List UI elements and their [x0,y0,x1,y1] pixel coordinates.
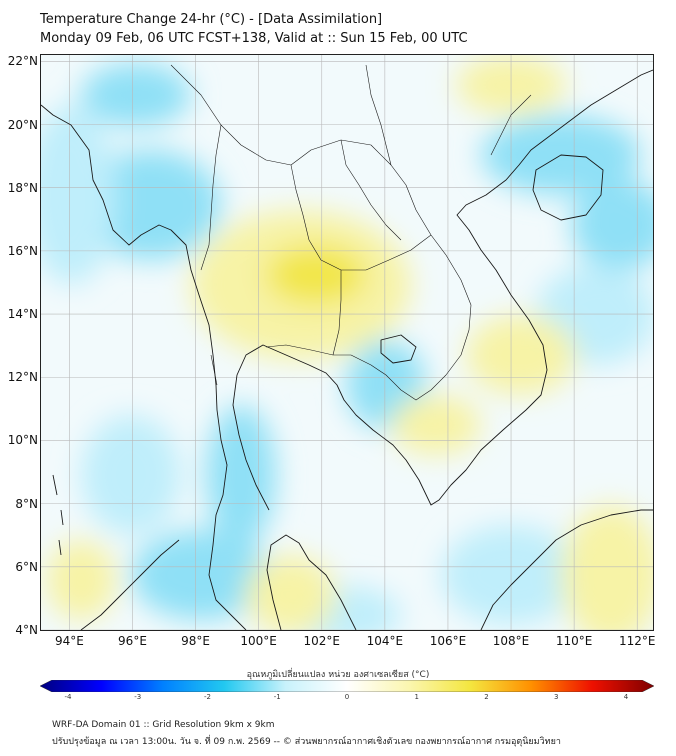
coastlines-and-borders [41,64,653,630]
lat-tick-label: 10°N [7,433,38,448]
graticule [41,55,653,630]
footer-model-info: WRF-DA Domain 01 :: Grid Resolution 9km … [52,720,275,730]
cooling-area [81,415,181,535]
coastline-borneo [480,509,653,630]
colorbar-tick-label: 1 [414,693,419,701]
lon-tick-label: 98°E [181,634,210,648]
colorbar-tick-label: -2 [204,693,211,701]
coastline-sumatra [80,539,180,630]
coastline-mainland [41,69,653,630]
cooling-area [206,405,276,545]
border-lines [170,64,532,401]
lon-tick-label: 108°E [492,634,530,648]
temperature-field [41,55,653,630]
colorbar-title: อุณหภูมิเปลี่ยนแปลง หน่วย องศาเซลเซียส (… [246,670,430,680]
lat-tick-label: 16°N [7,243,38,258]
lon-tick-label: 102°E [303,634,341,648]
lat-tick-label: 8°N [15,496,38,511]
lon-tick-label: 106°E [429,634,467,648]
colorbar-tick-label: -1 [273,693,281,701]
lat-tick-label: 18°N [7,180,38,195]
cooling-area [41,105,116,285]
colorbar [40,680,654,692]
colorbar-tick-label: -4 [64,693,72,701]
cooling-area [131,530,271,620]
colorbar-tick-label: 3 [554,693,559,701]
colorbar-tick-label: -3 [134,693,142,701]
lat-tick-label: 12°N [7,370,38,385]
coastline-hainan [532,154,604,221]
lat-tick-label: 14°N [7,307,38,322]
lon-tick-label: 110°E [555,634,593,648]
cooling-area [571,180,653,270]
lon-tick-label: 100°E [240,634,277,648]
colorbar-tick-label: 0 [344,693,350,701]
chart-title: Temperature Change 24-hr (°C) - [Data As… [40,12,383,27]
cooling-area [81,63,191,127]
lon-tick-label: 112°E [618,634,656,648]
lat-tick-label: 6°N [15,559,38,574]
lon-tick-label: 104°E [366,634,404,648]
warming-area [466,315,576,395]
warming-area [246,555,336,630]
warming-area [391,395,481,455]
lake-tonle-sap [380,334,417,364]
temperature-change-map [41,55,653,630]
lat-tick-label: 20°N [7,117,38,132]
colorbar-tick-label: 2 [484,693,489,701]
colorbar-tick-label: 4 [623,693,629,701]
warming-area [561,505,653,630]
footer-credits: ปรับปรุงข้อมูล ณ เวลา 13:00น. วัน จ. ที่… [52,737,561,747]
islands-andaman [52,474,64,556]
lat-tick-label: 4°N [15,623,38,637]
map-frame [40,54,654,631]
chart-subtitle: Monday 09 Feb, 06 UTC FCST+138, Valid at… [40,31,468,46]
lon-tick-label: 94°E [54,634,84,648]
lat-tick-label: 22°N [7,54,38,69]
warming-area [46,540,116,620]
lon-tick-label: 96°E [118,634,147,648]
colorbar-bar [40,680,654,692]
warming-area [266,245,366,305]
